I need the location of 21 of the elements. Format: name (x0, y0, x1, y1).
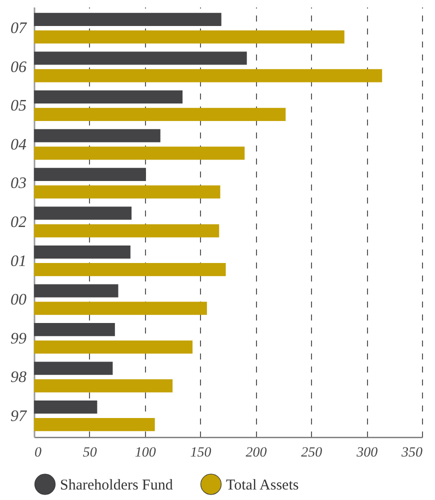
y-tick-label: 04 (10, 136, 26, 154)
x-tick-label: 300 (356, 446, 378, 460)
y-tick-label: 00 (10, 292, 26, 309)
y-tick-label: 02 (10, 214, 26, 231)
x-tick-label: 200 (246, 446, 267, 460)
x-tick-label: 350 (400, 446, 422, 460)
y-tick-label: 97 (10, 408, 28, 425)
legend-label: Shareholders Fund (60, 477, 174, 494)
x-tick-label: 150 (190, 446, 212, 460)
x-tick-label: 100 (134, 446, 156, 460)
legend-label: Total Assets (226, 477, 299, 494)
x-tick-label: 0 (34, 446, 42, 460)
y-tick-label: 01 (10, 252, 26, 270)
x-tick-label: 50 (82, 446, 97, 460)
y-tick-label: 99 (10, 330, 26, 348)
y-tick-label: 07 (10, 20, 28, 38)
y-tick-label: 03 (10, 175, 26, 192)
x-tick-label: 250 (301, 446, 322, 460)
y-tick-label: 06 (10, 58, 26, 76)
y-tick-label: 98 (10, 369, 26, 386)
y-tick-label: 05 (10, 98, 26, 115)
